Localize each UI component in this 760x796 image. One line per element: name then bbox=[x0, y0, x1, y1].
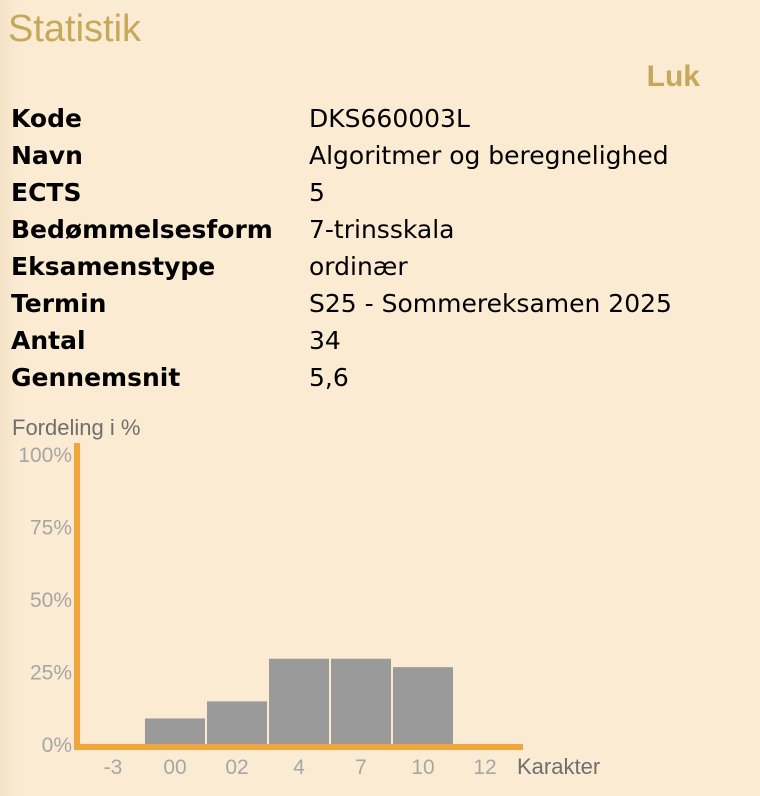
info-row: Antal 34 bbox=[11, 322, 672, 359]
info-label: ECTS bbox=[11, 178, 82, 207]
x-tick-label: 12 bbox=[473, 756, 496, 779]
bar-grade-02 bbox=[207, 701, 267, 744]
x-tick-label: 4 bbox=[293, 756, 305, 779]
x-tick-label: 02 bbox=[225, 756, 248, 779]
info-label: Bedømmelsesform bbox=[11, 215, 273, 244]
info-row: ECTS 5 bbox=[11, 174, 672, 211]
info-row: Termin S25 - Sommereksamen 2025 bbox=[11, 285, 672, 322]
info-value: 5,6 bbox=[309, 363, 349, 392]
bar-grade-00 bbox=[145, 718, 205, 744]
info-value: 34 bbox=[309, 326, 341, 355]
x-axis-title: Karakter bbox=[517, 754, 600, 779]
info-label: Eksamenstype bbox=[11, 252, 216, 281]
close-button[interactable]: Luk bbox=[646, 60, 700, 93]
info-value: DKS660003L bbox=[309, 104, 470, 133]
info-value: 5 bbox=[309, 178, 325, 207]
y-tick-label: 100% bbox=[18, 444, 72, 467]
y-tick-label: 0% bbox=[42, 734, 72, 757]
info-row: Eksamenstype ordinær bbox=[11, 248, 672, 285]
grade-distribution-chart: Fordeling i % 0% 25% 50% 75% 100% -3 00 02 4 7 10… bbox=[12, 415, 600, 779]
info-value: S25 - Sommereksamen 2025 bbox=[309, 289, 672, 318]
info-label: Gennemsnit bbox=[11, 363, 181, 392]
info-row: Bedømmelsesform 7-trinsskala bbox=[11, 211, 672, 248]
y-axis-title: Fordeling i % bbox=[12, 415, 140, 440]
x-tick-label: 00 bbox=[163, 756, 186, 779]
info-row: Gennemsnit 5,6 bbox=[11, 359, 672, 396]
info-label: Kode bbox=[11, 104, 82, 133]
bar-grade-4 bbox=[269, 658, 329, 744]
info-row: Navn Algoritmer og beregnelighed bbox=[11, 137, 672, 174]
info-label: Navn bbox=[11, 141, 83, 170]
y-tick-label: 50% bbox=[30, 589, 72, 612]
panel-title: Statistik bbox=[8, 8, 142, 50]
info-value: 7-trinsskala bbox=[309, 215, 455, 244]
bar-grade-7 bbox=[331, 658, 391, 744]
info-row: Kode DKS660003L bbox=[11, 100, 672, 137]
bar-grade-10 bbox=[393, 667, 453, 744]
info-label: Antal bbox=[11, 326, 86, 355]
y-tick-label: 25% bbox=[30, 662, 72, 685]
info-value: ordinær bbox=[309, 252, 408, 281]
info-label: Termin bbox=[11, 289, 107, 318]
info-value: Algoritmer og beregnelighed bbox=[309, 141, 669, 170]
x-tick-label: -3 bbox=[104, 756, 123, 779]
x-tick-label: 10 bbox=[411, 756, 434, 779]
x-tick-label: 7 bbox=[355, 756, 367, 779]
course-info-table: Kode DKS660003L Navn Algoritmer og beregnel… bbox=[11, 100, 672, 396]
y-tick-label: 75% bbox=[30, 517, 72, 540]
